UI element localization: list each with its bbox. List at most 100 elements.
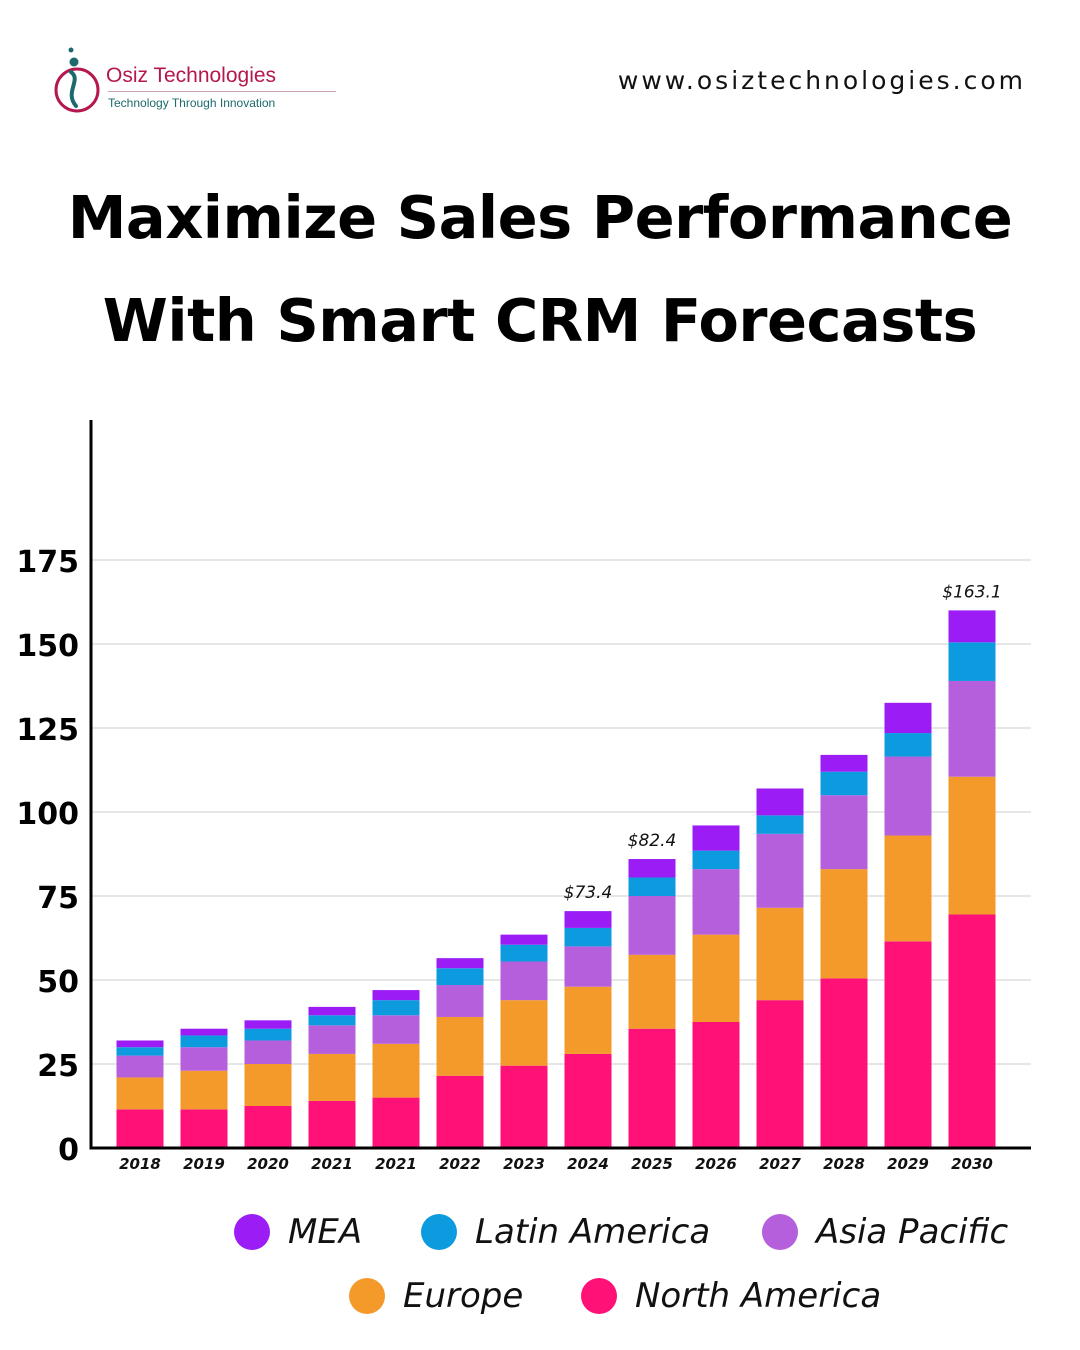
bar-europe-2029-12: [884, 835, 932, 942]
bar-latin-america-2021-3: [308, 1015, 356, 1026]
bar-asia-pacific-2023-6: [500, 961, 548, 1001]
bar-latin-america-2023-6: [500, 944, 548, 962]
y-tick-label-175: 175: [16, 545, 79, 580]
legend-label-north-america: North America: [635, 1276, 882, 1316]
legend-label-latin-america: Latin America: [475, 1212, 711, 1252]
legend-item-asia-pacific: Asia Pacific: [762, 1212, 1008, 1252]
legend-swatch-asia-pacific: [762, 1214, 798, 1250]
bar-europe-2027-10: [756, 907, 804, 1001]
bar-mea-2026-9: [692, 825, 740, 851]
bar-north-america-2019-1: [180, 1109, 228, 1148]
title-line-1: Maximize Sales Performance: [67, 183, 1013, 252]
bar-latin-america-2018-0: [116, 1047, 164, 1056]
bar-mea-2021-3: [308, 1006, 356, 1016]
bar-asia-pacific-2026-9: [692, 869, 740, 935]
bar-north-america-2024-7: [564, 1053, 612, 1148]
brand-name: Osiz Technologies: [106, 64, 277, 87]
bar-mea-2019-1: [180, 1028, 228, 1036]
bar-mea-2029-12: [884, 702, 932, 734]
bar-europe-2020-2: [244, 1064, 292, 1106]
bar-europe-2026-9: [692, 934, 740, 1022]
bar-latin-america-2022-5: [436, 968, 484, 986]
bar-north-america-2021-4: [372, 1097, 420, 1148]
total-label-2030: $163.1: [942, 582, 1001, 602]
bar-asia-pacific-2027-10: [756, 833, 804, 908]
bar-asia-pacific-2030-13: [948, 680, 996, 777]
legend-swatch-latin-america: [421, 1214, 457, 1250]
stacked-bar-chart: 0 25 50 75 100 125 150 175 2018 2019 2020 2021 2021 2…: [16, 420, 1031, 1173]
bar-mea-2030-13: [948, 610, 996, 643]
bar-asia-pacific-2021-3: [308, 1025, 356, 1054]
bar-asia-pacific-2018-0: [116, 1055, 164, 1078]
bar-north-america-2028-11: [820, 978, 868, 1148]
bar-europe-2021-4: [372, 1043, 420, 1098]
bar-north-america-2021-3: [308, 1100, 356, 1148]
x-tick-label-2020-2: 2020: [247, 1155, 289, 1173]
legend-label-europe: Europe: [403, 1276, 524, 1316]
bar-north-america-2022-5: [436, 1075, 484, 1148]
bar-mea-2027-10: [756, 788, 804, 816]
bar-mea-2022-5: [436, 958, 484, 969]
bar-asia-pacific-2028-11: [820, 795, 868, 870]
bar-mea-2024-7: [564, 911, 612, 928]
legend-label-mea: MEA: [288, 1212, 363, 1252]
bar-europe-2022-5: [436, 1016, 484, 1076]
labels: 0 25 50 75 100 125 150 175 2018 2019 2020 2021 2021 2…: [16, 545, 1001, 1173]
x-tick-label-2028-11: 2028: [823, 1155, 865, 1173]
y-tick-label-0: 0: [58, 1133, 79, 1168]
bar-north-america-2018-0: [116, 1109, 164, 1148]
bar-north-america-2030-13: [948, 914, 996, 1148]
brand-tagline: Technology Through Innovation: [108, 96, 276, 110]
chart-legend: MEA Latin America Asia Pacific Europe North …: [0, 1200, 1080, 1340]
total-label-2024: $73.4: [564, 883, 613, 903]
y-tick-label-50: 50: [37, 965, 79, 1000]
bar-latin-america-2030-13: [948, 642, 996, 681]
x-tick-label-2021-3: 2021: [311, 1155, 353, 1173]
bar-asia-pacific-2021-4: [372, 1015, 420, 1044]
bar-latin-america-2029-12: [884, 733, 932, 757]
x-tick-label-2021-4: 2021: [375, 1155, 417, 1173]
osiz-logo-icon: [54, 47, 100, 113]
y-tick-label-25: 25: [37, 1049, 79, 1084]
legend-item-latin-america: Latin America: [421, 1212, 710, 1252]
bar-mea-2020-2: [244, 1020, 292, 1029]
legend-swatch-mea: [234, 1214, 270, 1250]
brand-logo[interactable]: Osiz Technologies Technology Through Inn…: [52, 40, 336, 120]
total-label-2025: $82.4: [628, 831, 677, 851]
bar-europe-2025-8: [628, 954, 676, 1029]
x-tick-label-2023-6: 2023: [503, 1155, 545, 1173]
bar-europe-2023-6: [500, 1000, 548, 1066]
legend-item-mea: MEA: [234, 1212, 362, 1252]
legend-item-europe: Europe: [349, 1276, 523, 1316]
legend-swatch-europe: [349, 1278, 385, 1314]
bar-asia-pacific-2025-8: [628, 896, 676, 955]
bar-latin-america-2027-10: [756, 815, 804, 834]
bar-mea-2025-8: [628, 859, 676, 878]
bar-asia-pacific-2022-5: [436, 985, 484, 1017]
axes: [89, 420, 1031, 1150]
x-tick-label-2025-8: 2025: [631, 1155, 673, 1173]
bar-north-america-2023-6: [500, 1065, 548, 1148]
bar-europe-2021-3: [308, 1053, 356, 1101]
bar-north-america-2025-8: [628, 1028, 676, 1148]
gridlines: [91, 559, 1031, 1065]
bar-latin-america-2028-11: [820, 771, 868, 796]
bar-europe-2024-7: [564, 986, 612, 1054]
legend-label-asia-pacific: Asia Pacific: [816, 1212, 1009, 1252]
bar-mea-2021-4: [372, 990, 420, 1001]
legend-swatch-north-america: [581, 1278, 617, 1314]
bars: [116, 610, 996, 1148]
bar-europe-2030-13: [948, 776, 996, 915]
website-link[interactable]: www.osiztechnologies.com: [617, 66, 1026, 95]
bar-latin-america-2021-4: [372, 1000, 420, 1016]
bar-north-america-2029-12: [884, 941, 932, 1148]
bar-latin-america-2024-7: [564, 927, 612, 947]
x-tick-label-2027-10: 2027: [759, 1155, 801, 1173]
bar-latin-america-2020-2: [244, 1028, 292, 1041]
bar-europe-2018-0: [116, 1077, 164, 1110]
x-tick-label-2024-7: 2024: [567, 1155, 609, 1173]
bar-asia-pacific-2020-2: [244, 1040, 292, 1064]
y-tick-label-75: 75: [37, 881, 79, 916]
x-tick-label-2018-0: 2018: [119, 1155, 161, 1173]
bar-latin-america-2026-9: [692, 850, 740, 870]
